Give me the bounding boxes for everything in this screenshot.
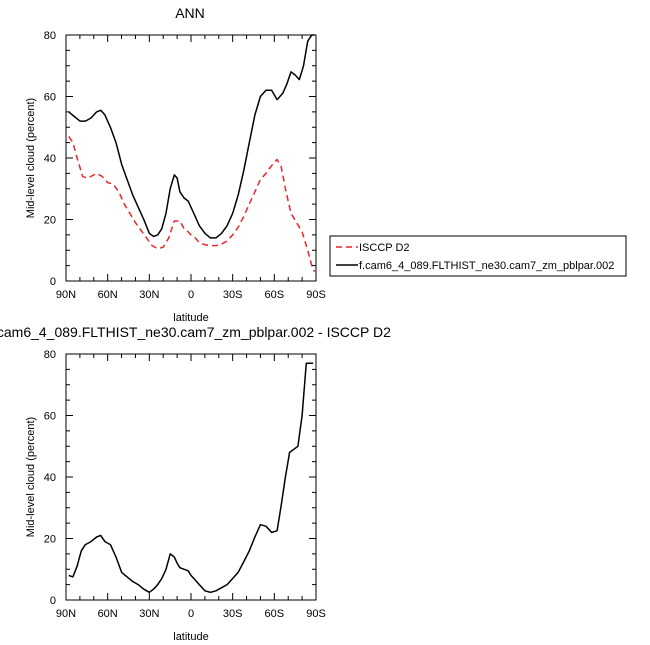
chart-1-x-tick-labels: 90N 60N 30N 0 30S 60S 90S: [56, 289, 326, 301]
x-tick-label: 90N: [56, 289, 76, 301]
series-line-isccp: [68, 136, 316, 273]
chart-1-series: [68, 34, 316, 273]
y-tick-label: 60: [44, 92, 56, 104]
legend-label-model: f.cam6_4_089.FLTHIST_ne30.cam7_zm_pblpar…: [359, 260, 614, 272]
chart-1-title: ANN: [175, 5, 205, 21]
chart-1-plot-frame: [65, 34, 317, 282]
y-tick-label: 0: [50, 595, 56, 607]
chart-panel-2: f.cam6_4_089.FLTHIST_ne30.cam7_zm_pblpar…: [0, 324, 391, 643]
chart-2-title: f.cam6_4_089.FLTHIST_ne30.cam7_zm_pblpar…: [0, 324, 391, 340]
y-tick-label: 20: [44, 534, 56, 546]
chart-1-y-tick-labels: 0 20 40 60 80: [44, 30, 56, 288]
chart-2-plot-frame: [65, 353, 317, 601]
x-tick-label: 30S: [223, 289, 243, 301]
chart-panel-1: ANN 90N 60N 30N 0 30S 60S 90S 0 20 40 60 80 latitu…: [25, 5, 326, 324]
legend-box: [329, 235, 627, 277]
x-tick-label: 60N: [98, 608, 118, 620]
x-tick-label: 90N: [56, 608, 76, 620]
x-tick-label: 30N: [139, 289, 159, 301]
chart-2-series: [68, 362, 314, 594]
series-line-difference: [68, 362, 314, 594]
x-tick-label: 60N: [98, 289, 118, 301]
legend-label-isccp: ISCCP D2: [359, 242, 410, 254]
x-tick-label: 30S: [223, 608, 243, 620]
x-tick-label: 90S: [306, 608, 326, 620]
y-tick-label: 60: [44, 411, 56, 423]
x-tick-label: 0: [188, 608, 194, 620]
y-tick-label: 40: [44, 153, 56, 165]
x-tick-label: 30N: [139, 608, 159, 620]
chart-2-ticks: [65, 353, 317, 601]
chart-2-y-axis-label: Mid-level cloud (percent): [25, 417, 37, 537]
x-tick-label: 90S: [306, 289, 326, 301]
y-tick-label: 20: [44, 215, 56, 227]
y-tick-label: 0: [50, 276, 56, 288]
series-line-model: [68, 34, 315, 239]
x-tick-label: 60S: [265, 289, 285, 301]
chart-1-legend: ISCCP D2 f.cam6_4_089.FLTHIST_ne30.cam7_…: [329, 235, 627, 277]
chart-2-x-axis-label: latitude: [173, 631, 208, 643]
chart-2-y-tick-labels: 0 20 40 60 80: [44, 349, 56, 607]
chart-1-x-axis-label: latitude: [173, 312, 208, 324]
x-tick-label: 60S: [265, 608, 285, 620]
y-tick-label: 80: [44, 349, 56, 361]
chart-1-ticks: [65, 34, 317, 282]
x-tick-label: 0: [188, 289, 194, 301]
chart-1-y-axis-label: Mid-level cloud (percent): [25, 98, 37, 218]
chart-2-x-tick-labels: 90N 60N 30N 0 30S 60S 90S: [56, 608, 326, 620]
y-tick-label: 80: [44, 30, 56, 42]
y-tick-label: 40: [44, 472, 56, 484]
